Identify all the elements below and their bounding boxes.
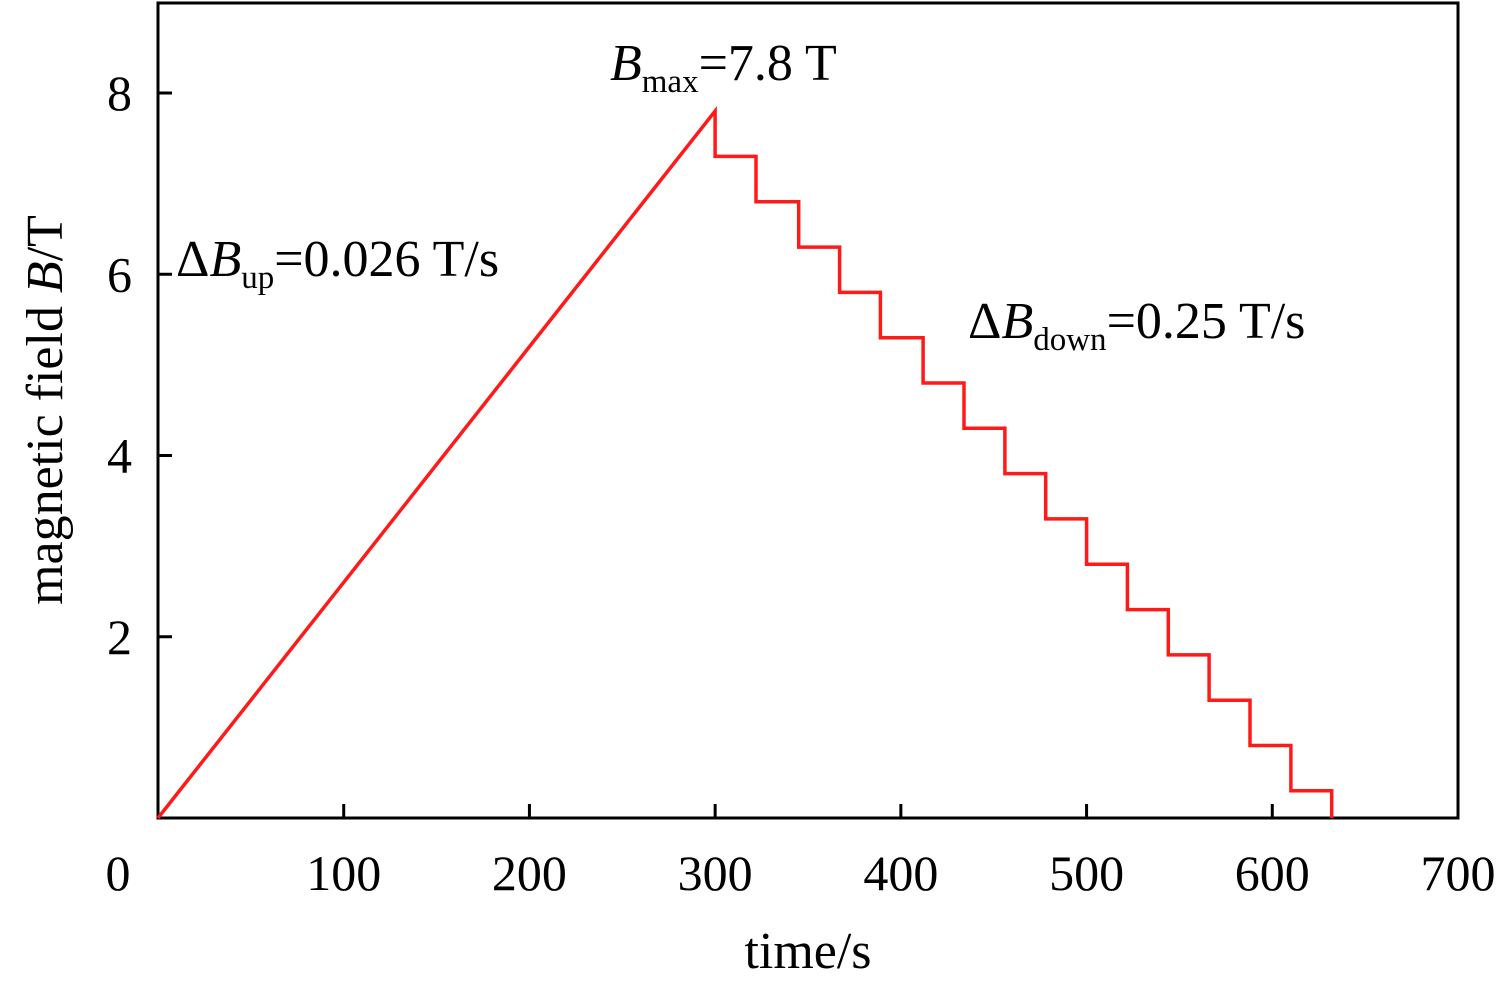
y-tick-label: 2 [107,609,132,665]
x-tick-label: 0 [106,845,131,901]
y-tick-label: 6 [107,246,132,302]
series-line [156,106,1334,820]
annotation-down-text: =0.25 T/s [1107,293,1306,350]
x-tick-label: 200 [492,845,567,901]
y-axis-title-suffix: /T [17,215,74,261]
plot-frame [156,1,1460,820]
y-tick-label: 8 [107,65,132,121]
x-tick-label: 300 [678,845,753,901]
x-axis-ticks: 0 100 200 300 400 500 600 700 [106,804,1496,901]
x-tick-label: 500 [1049,845,1124,901]
x-tick-label: 400 [863,845,938,901]
annotation-bmax-sub: max [642,64,699,100]
annotation-up-sub: up [241,260,274,296]
y-axis-title-var: B [17,261,74,293]
x-tick-label: 700 [1421,845,1496,901]
x-tick-label: 600 [1235,845,1310,901]
annotation-down-delta: Δ [968,293,1001,350]
y-axis-title-prefix: magnetic field [17,293,74,605]
annotation-rate-down: ΔBdown=0.25 T/s [968,293,1305,358]
x-tick-label: 100 [306,845,381,901]
annotation-down-sub: down [1033,322,1106,358]
x-axis-title: time/s [744,923,871,980]
annotation-up-text: =0.026 T/s [274,231,499,288]
y-tick-label: 4 [107,428,132,484]
annotation-up-var: B [209,231,241,288]
annotation-down-var: B [1001,293,1033,350]
annotation-bmax-var: B [610,35,642,92]
annotation-rate-up: ΔBup=0.026 T/s [176,231,499,296]
annotation-bmax-text: =7.8 T [699,35,837,92]
annotation-up-delta: Δ [176,231,209,288]
y-axis-title: magnetic field B/T [17,215,74,605]
y-axis-ticks: 2 4 6 8 [107,65,172,665]
series-group [156,106,1334,820]
annotation-bmax: Bmax=7.8 T [610,35,837,100]
